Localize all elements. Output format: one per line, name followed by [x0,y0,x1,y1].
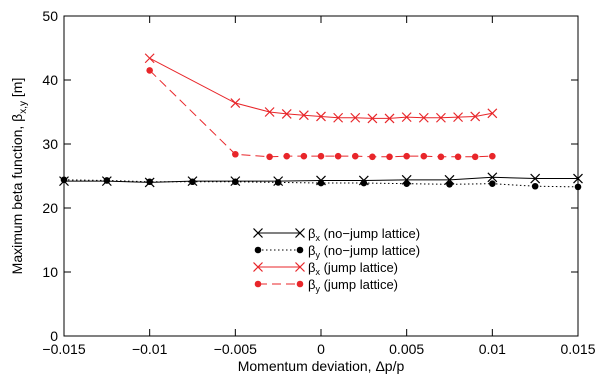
data-point [264,107,275,117]
series-1 [60,176,582,191]
legend-entry: βx (jump lattice) [253,260,398,277]
data-point [283,152,291,160]
data-point [146,67,153,74]
y-tick-label: 30 [42,136,58,152]
series-line [149,70,493,158]
legend-entry: βy (jump lattice) [254,277,398,294]
data-point [317,152,325,160]
x-tick-label: 0 [317,341,325,357]
data-point [369,153,376,161]
y-axis-title-unit: [m] [9,78,25,101]
data-point [436,112,446,123]
data-point [317,179,325,187]
legend-marker [295,228,305,238]
data-point [487,108,498,119]
x-tick-label: −0.005 [214,341,257,357]
data-point [144,53,155,64]
data-point [266,153,273,161]
x-axis-title: Momentum deviation, Δp/p [238,358,405,374]
tick-marks [63,15,579,337]
data-point [334,152,342,160]
data-point [298,110,309,121]
y-axis-title-sub: x,y [18,101,29,114]
data-point [453,112,463,123]
data-point [418,112,429,123]
data-point [573,173,583,184]
y-axis-title: Maximum beta function, βx,y [m] [9,78,29,275]
y-tick-label: 40 [42,72,58,88]
data-point [446,181,453,188]
x-tick-labels: −0.015 −0.01 −0.005 0 0.005 0.01 0.015 [42,341,595,357]
legend-entry: βx (no−jump lattice) [253,226,420,243]
data-point [333,112,344,123]
legend-marker [253,228,263,238]
data-point [189,178,196,186]
data-point [487,172,498,183]
data-point [471,153,479,161]
legend-marker [296,280,304,288]
data-point [232,178,239,186]
data-point [386,153,393,161]
data-point [103,177,111,184]
legend-entry: βy (no−jump lattice) [254,243,420,260]
data-point [274,179,282,186]
series-line [149,57,493,119]
data-point [360,179,368,187]
x-tick-label: 0.005 [389,341,424,357]
x-tick-label: −0.01 [132,341,168,357]
data-point [281,108,292,119]
data-point [470,111,481,122]
legend-marker [295,262,305,272]
x-tick-label: 0.015 [560,341,595,357]
data-point [444,174,455,185]
data-point [403,152,410,160]
x-tick-label: −0.015 [42,341,85,357]
data-point [367,113,378,124]
data-point [454,153,462,161]
data-point [420,152,428,160]
data-point [401,112,412,123]
legend-label: βy (jump lattice) [308,277,398,294]
y-axis-title-main: Maximum beta function, β [9,114,25,275]
data-point [403,180,410,187]
y-tick-label: 50 [42,8,58,24]
legend-label: βx (no−jump lattice) [308,226,420,243]
data-point [146,178,153,186]
legend-label: βy (no−jump lattice) [308,243,420,260]
data-point [232,150,239,158]
series-2 [144,53,498,124]
series-3 [146,67,496,161]
data-point [350,112,361,123]
data-point [489,152,496,160]
x-tick-label: 0.01 [479,341,506,357]
y-tick-label: 0 [50,328,58,344]
data-point [437,153,445,161]
data-point [530,173,541,184]
y-tick-labels: 0 10 20 30 40 50 [42,8,58,344]
legend-marker [254,246,262,254]
data-point [230,98,241,108]
data-point [300,152,308,160]
legend-label: βx (jump lattice) [308,260,398,277]
y-tick-label: 10 [42,264,58,280]
data-point [489,180,496,187]
series-layer [59,53,583,191]
data-point [531,182,539,190]
legend-marker [296,246,304,254]
data-point [574,183,582,191]
legend-marker [254,280,262,288]
data-point [384,113,395,124]
data-point [316,111,326,122]
data-point [60,176,68,184]
legend-marker [253,262,263,272]
legend: βx (no−jump lattice)βy (no−jump lattice)… [253,226,420,294]
y-tick-label: 20 [42,200,58,216]
data-point [351,152,359,160]
